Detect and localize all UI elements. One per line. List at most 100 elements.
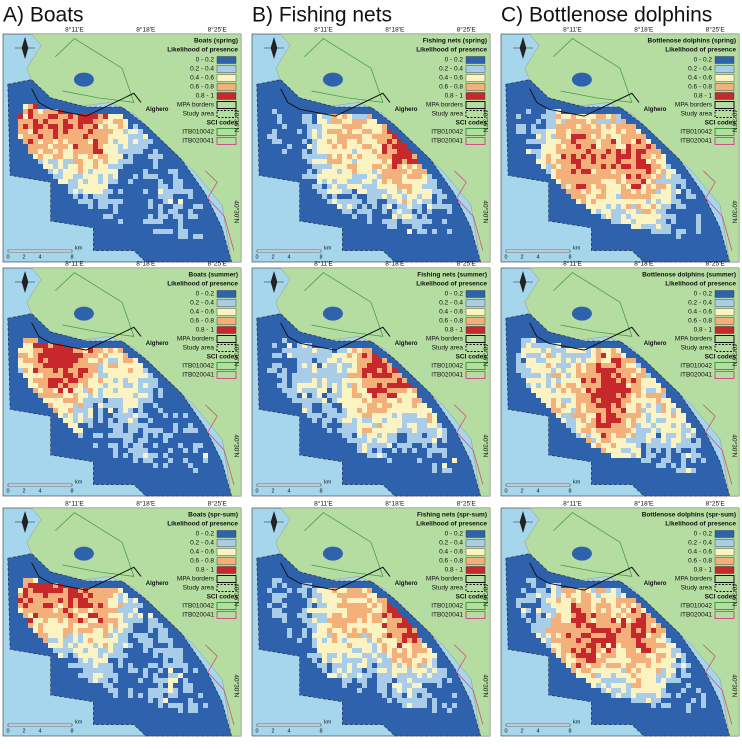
heat-cell: [362, 653, 367, 658]
heat-cell: [123, 638, 128, 643]
heat-cell: [317, 124, 322, 129]
heat-cell: [38, 593, 43, 598]
heat-cell: [382, 224, 387, 229]
heat-cell: [427, 438, 432, 443]
heat-cell: [357, 179, 362, 184]
heat-cell: [163, 388, 168, 393]
heat-cell: [447, 234, 452, 239]
heat-cell: [377, 393, 382, 398]
heat-cell: [442, 428, 447, 433]
heat-cell: [173, 174, 178, 179]
heat-cell: [347, 403, 352, 408]
heat-cell: [671, 229, 676, 234]
heat-cell: [352, 388, 357, 393]
heat-cell: [178, 463, 183, 468]
heat-cell: [78, 139, 83, 144]
heat-cell: [526, 338, 531, 343]
heat-cell: [606, 368, 611, 373]
heat-cell: [103, 383, 108, 388]
heat-cell: [312, 184, 317, 189]
heat-cell: [442, 219, 447, 224]
heat-cell: [377, 443, 382, 448]
legend-label: ITB020041: [182, 612, 214, 619]
heat-cell: [88, 164, 93, 169]
heat-cell: [362, 403, 367, 408]
heat-cell: [163, 398, 168, 403]
heat-cell: [357, 678, 362, 683]
heat-cell: [362, 139, 367, 144]
heat-cell: [178, 468, 183, 473]
heat-cell: [83, 159, 88, 164]
heat-cell: [377, 448, 382, 453]
heat-cell: [58, 623, 63, 628]
heat-cell: [651, 154, 656, 159]
heat-cell: [153, 403, 158, 408]
heat-cell: [531, 149, 536, 154]
heat-cell: [571, 134, 576, 139]
heat-cell: [53, 598, 58, 603]
heat-cell: [392, 373, 397, 378]
heat-cell: [327, 603, 332, 608]
heat-cell: [546, 358, 551, 363]
heat-cell: [332, 598, 337, 603]
heat-cell: [297, 623, 302, 628]
heat-cell: [447, 453, 452, 458]
heat-cell: [377, 149, 382, 154]
heat-cell: [123, 159, 128, 164]
heat-cell: [641, 418, 646, 423]
heat-cell: [297, 119, 302, 124]
heat-cell: [397, 448, 402, 453]
heat-cell: [417, 184, 422, 189]
heat-cell: [362, 383, 367, 388]
heat-cell: [591, 124, 596, 129]
heat-cell: [342, 393, 347, 398]
heat-cell: [88, 588, 93, 593]
heat-cell: [417, 418, 422, 423]
heat-cell: [621, 428, 626, 433]
heat-cell: [626, 428, 631, 433]
scale-label: 0: [6, 488, 9, 494]
heat-cell: [681, 179, 686, 184]
heat-cell: [362, 219, 367, 224]
heat-cell: [337, 363, 342, 368]
sci-border: [454, 170, 484, 251]
heat-cell: [681, 189, 686, 194]
heat-cell: [158, 458, 163, 463]
heat-cell: [606, 418, 611, 423]
heat-cell: [576, 184, 581, 189]
heat-cell: [581, 114, 586, 119]
heat-cell: [317, 169, 322, 174]
heat-cell: [342, 114, 347, 119]
land: [26, 267, 242, 497]
heat-cell: [382, 358, 387, 363]
heat-cell: [357, 204, 362, 209]
heat-cell: [93, 119, 98, 124]
heat-cell: [93, 673, 98, 678]
heat-cell: [297, 593, 302, 598]
heat-cell: [526, 104, 531, 109]
heat-cell: [591, 368, 596, 373]
heat-cell: [571, 149, 576, 154]
heat-cell: [103, 134, 108, 139]
heat-cell: [671, 438, 676, 443]
legend-label: 0.2 - 0.4: [439, 540, 463, 547]
heat-cell: [576, 408, 581, 413]
heat-cell: [591, 363, 596, 368]
heat-cell: [113, 174, 118, 179]
heat-cell: [392, 184, 397, 189]
heat-cell: [407, 169, 412, 174]
heat-cell: [33, 353, 38, 358]
heat-cell: [148, 398, 153, 403]
heat-cell: [327, 363, 332, 368]
heat-cell: [621, 448, 626, 453]
heat-cell: [143, 693, 148, 698]
heat-cell: [382, 184, 387, 189]
heat-cell: [312, 598, 317, 603]
heat-cell: [357, 408, 362, 413]
heat-cell: [407, 638, 412, 643]
heat-cell: [347, 643, 352, 648]
heat-cell: [541, 109, 546, 114]
heat-cell: [397, 423, 402, 428]
heat-cell: [173, 224, 178, 229]
